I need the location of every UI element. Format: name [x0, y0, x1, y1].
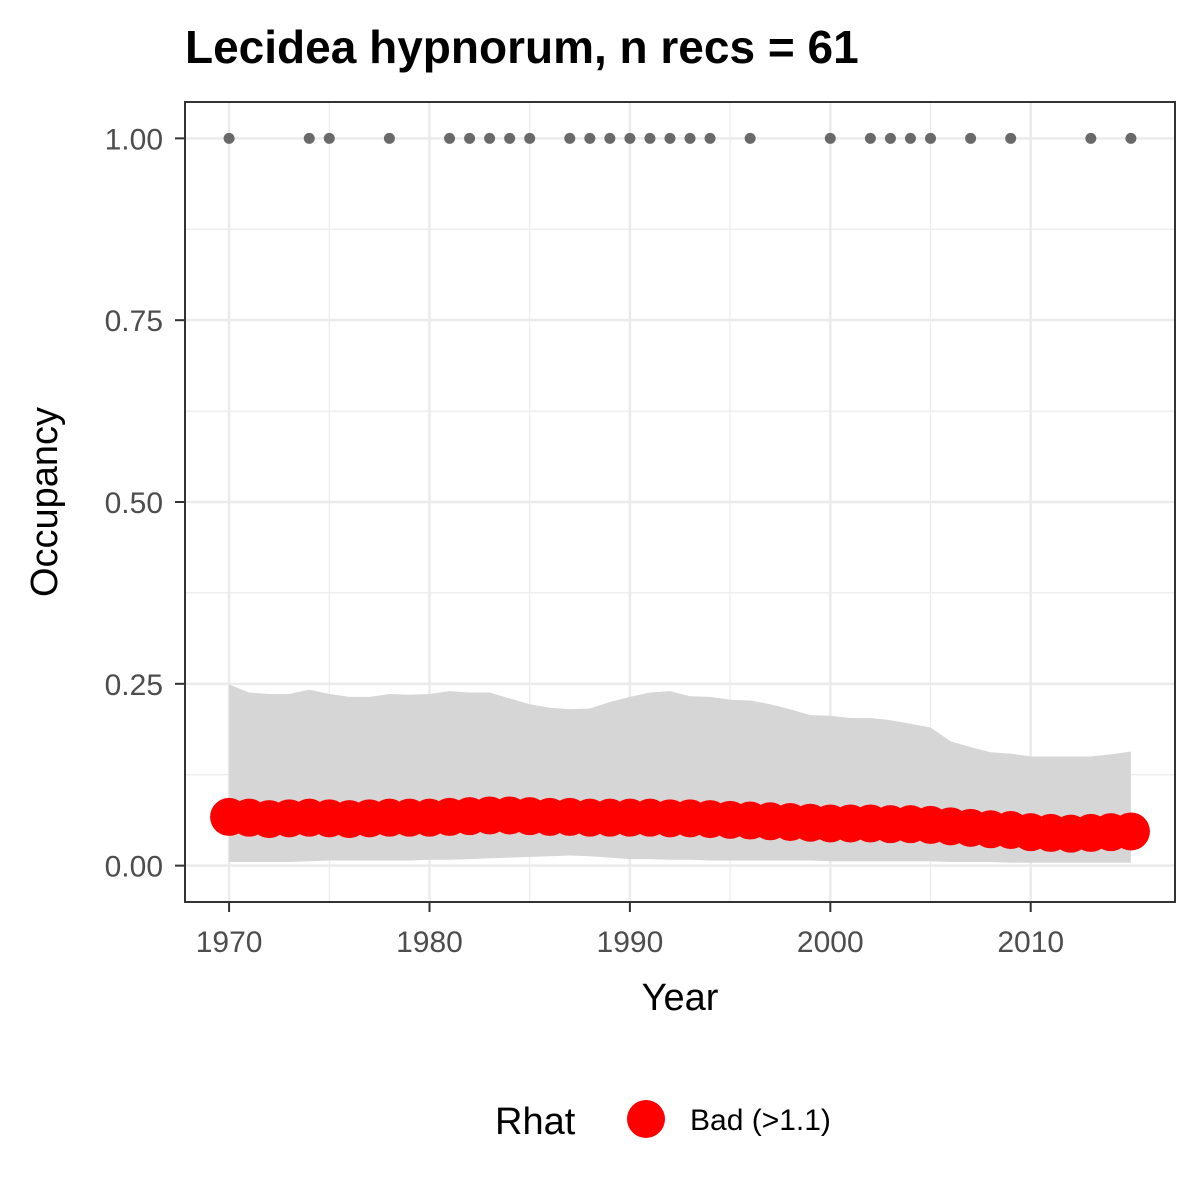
record-point [664, 132, 676, 144]
y-tick-label: 1.00 [105, 123, 163, 156]
x-axis-title: Year [642, 977, 719, 1019]
x-axis: 1970 1980 1990 2000 2010 [196, 902, 1064, 959]
y-axis: 0.00 0.25 0.50 0.75 1.00 [105, 123, 185, 884]
legend-title: Rhat [495, 1101, 576, 1143]
record-point [564, 132, 576, 144]
record-point [1085, 132, 1097, 144]
record-point [965, 132, 977, 144]
record-point [644, 132, 656, 144]
y-axis-title: Occupancy [24, 407, 66, 597]
record-point [303, 132, 315, 144]
y-tick-label: 0.25 [105, 669, 163, 702]
record-point [704, 132, 716, 144]
legend-key-bad [627, 1100, 665, 1138]
record-point [864, 132, 876, 144]
record-point [884, 132, 896, 144]
record-point [584, 132, 596, 144]
record-point [383, 132, 395, 144]
x-tick-label: 1970 [196, 926, 263, 959]
y-tick-label: 0.75 [105, 305, 163, 338]
legend: Rhat Bad (>1.1) [495, 1100, 831, 1143]
record-point [904, 132, 916, 144]
occupancy-estimate-point [1111, 812, 1150, 851]
record-point [604, 132, 616, 144]
record-point [524, 132, 536, 144]
record-point [1125, 132, 1137, 144]
x-tick-label: 2010 [997, 926, 1064, 959]
y-tick-label: 0.00 [105, 851, 163, 884]
record-point [444, 132, 456, 144]
y-tick-label: 0.50 [105, 487, 163, 520]
record-point [464, 132, 476, 144]
x-tick-label: 1990 [597, 926, 664, 959]
record-point [223, 132, 235, 144]
record-point [484, 132, 496, 144]
record-point [744, 132, 756, 144]
legend-label-bad: Bad (>1.1) [690, 1104, 831, 1137]
record-point [504, 132, 516, 144]
records-layer [223, 132, 1137, 144]
estimate-layer [210, 796, 1150, 853]
x-tick-label: 2000 [797, 926, 864, 959]
record-point [684, 132, 696, 144]
x-tick-label: 1980 [396, 926, 463, 959]
record-point [824, 132, 836, 144]
chart-title: Lecidea hypnorum, n recs = 61 [185, 21, 859, 73]
record-point [925, 132, 937, 144]
record-point [323, 132, 335, 144]
record-point [624, 132, 636, 144]
record-point [1005, 132, 1017, 144]
